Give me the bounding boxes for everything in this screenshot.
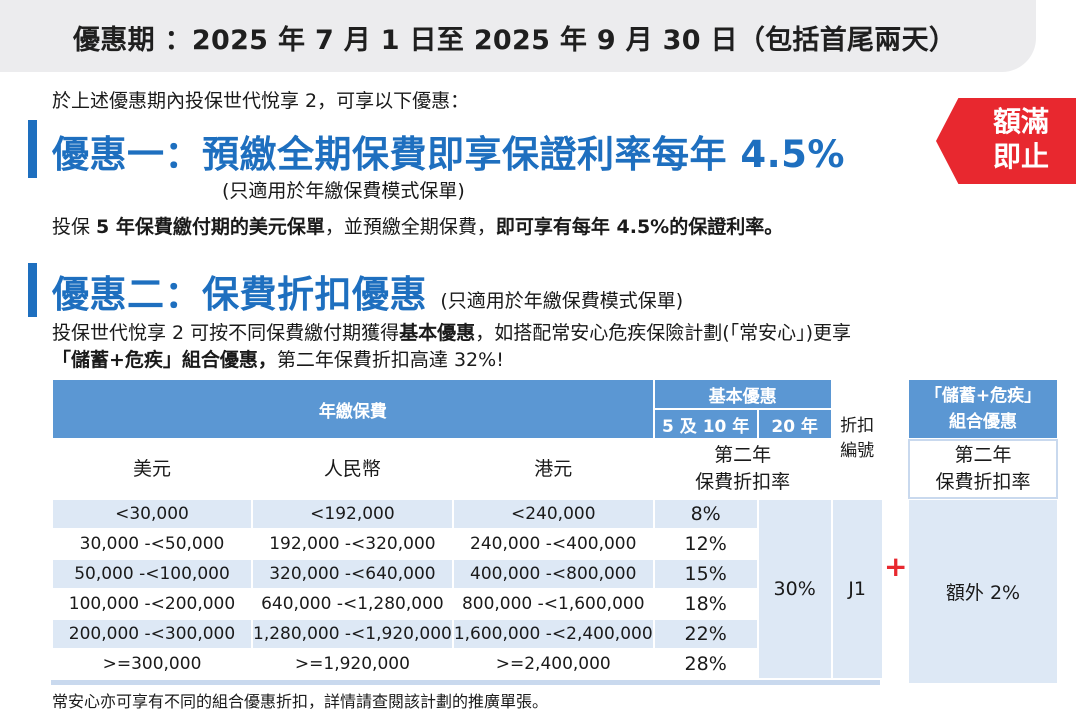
offer2-note: (只適用於年繳保費模式保單) <box>440 290 684 312</box>
hkd-cell: <240,000 <box>451 498 655 530</box>
usd-cell: 50,000 -<100,000 <box>51 558 253 590</box>
rate-cell: 12% <box>652 528 759 560</box>
table-row: 200,000 -<300,000 1,280,000 -<1,920,000 … <box>51 618 883 650</box>
usd-cell: 100,000 -<200,000 <box>51 588 253 620</box>
table-row: 100,000 -<200,000 640,000 -<1,280,000 80… <box>51 588 883 620</box>
offer2-accent-bar <box>28 263 37 317</box>
rate-cell: 8% <box>652 498 759 530</box>
combo-offer-table: 「儲蓄+危疾」 組合優惠 第二年 保費折扣率 額外 2% <box>907 378 1059 685</box>
table-row: >=300,000 >=1,920,000 >=2,400,000 28% <box>51 648 883 680</box>
rate-cell: 22% <box>652 618 759 650</box>
hkd-column-header: 港元 <box>451 438 655 500</box>
offer1-accent-bar <box>28 120 37 178</box>
usd-cell: >=300,000 <box>51 648 253 680</box>
combo-rate-value: 額外 2% <box>907 498 1059 685</box>
rmb-cell: <192,000 <box>251 498 454 530</box>
rmb-cell: 640,000 -<1,280,000 <box>251 588 454 620</box>
intro-text: 於上述優惠期內投保世代悅享 2，可享以下優惠： <box>52 90 470 112</box>
term-20-header: 20 年 <box>756 408 833 440</box>
offer1-body: 投保 5 年保費繳付期的美元保單，並預繳全期保費，即可享有每年 4.5%的保證利… <box>52 216 784 238</box>
usd-cell: 30,000 -<50,000 <box>51 528 253 560</box>
basic-offer-header: 基本優惠 <box>652 378 833 410</box>
table-row: 30,000 -<50,000 192,000 -<320,000 240,00… <box>51 528 883 560</box>
hkd-cell: 800,000 -<1,600,000 <box>451 588 655 620</box>
usd-column-header: 美元 <box>51 438 253 500</box>
discount-code-cell: J1 <box>830 498 884 680</box>
offer-period-text: 優惠期 ：2025 年 7 月 1 日至 2025 年 9 月 30 日（包括首… <box>73 25 957 56</box>
table-row: <30,000 <192,000 <240,000 8% 30% J1 <box>51 498 884 680</box>
hkd-cell: 1,600,000 -<2,400,000 <box>451 618 655 650</box>
second-year-rate-header: 第二年 保費折扣率 <box>652 438 833 500</box>
hkd-cell: >=2,400,000 <box>451 648 655 680</box>
annual-premium-header: 年繳保費 <box>51 378 655 440</box>
rmb-cell: 192,000 -<320,000 <box>251 528 454 560</box>
limited-quota-text: 額滿 即止 <box>992 105 1049 173</box>
rmb-cell: 320,000 -<640,000 <box>251 558 454 590</box>
footer-note: 常安心亦可享有不同的組合優惠折扣，詳情請查閱該計劃的推廣單張。 <box>52 692 549 711</box>
term-5-10-header: 5 及 10 年 <box>652 408 759 440</box>
hkd-cell: 400,000 -<800,000 <box>451 558 655 590</box>
rmb-column-header: 人民幣 <box>251 438 454 500</box>
rate-cell: 28% <box>652 648 759 680</box>
rate-cell: 18% <box>652 588 759 620</box>
combo-offer-header: 「儲蓄+危疾」 組合優惠 <box>907 378 1059 440</box>
offer2-body-line1: 投保世代悅享 2 可按不同保費繳付期獲得基本優惠，如搭配常安心危疾保險計劃(「常… <box>52 322 852 344</box>
offer2-body-line2: 「儲蓄+危疾」組合優惠，第二年保費折扣高達 32%! <box>52 349 504 371</box>
discount-table: 年繳保費 基本優惠 折扣 編號 5 及 10 年 20 年 美元 人民幣 港元 第… <box>51 378 884 680</box>
usd-cell: <30,000 <box>51 498 253 530</box>
rmb-cell: >=1,920,000 <box>251 648 454 680</box>
rate-20yr-cell: 30% <box>756 498 833 680</box>
offer1-title: 優惠一：預繳全期保費即享保證利率每年 4.5% <box>52 133 845 176</box>
offer2-title: 優惠二：保費折扣優惠 (只適用於年繳保費模式保單) <box>52 273 684 316</box>
combo-rate-header: 第二年 保費折扣率 <box>907 438 1059 500</box>
hkd-cell: 240,000 -<400,000 <box>451 528 655 560</box>
plus-sign: + <box>884 550 908 583</box>
offer-period-banner <box>0 0 1036 72</box>
usd-cell: 200,000 -<300,000 <box>51 618 253 650</box>
limited-quota-tag <box>936 98 1076 184</box>
discount-code-header: 折扣 編號 <box>830 378 884 500</box>
rmb-cell: 1,280,000 -<1,920,000 <box>251 618 454 650</box>
offer1-note: (只適用於年繳保費模式保單) <box>222 180 465 202</box>
rate-cell: 15% <box>652 558 759 590</box>
table-row: 50,000 -<100,000 320,000 -<640,000 400,0… <box>51 558 883 590</box>
